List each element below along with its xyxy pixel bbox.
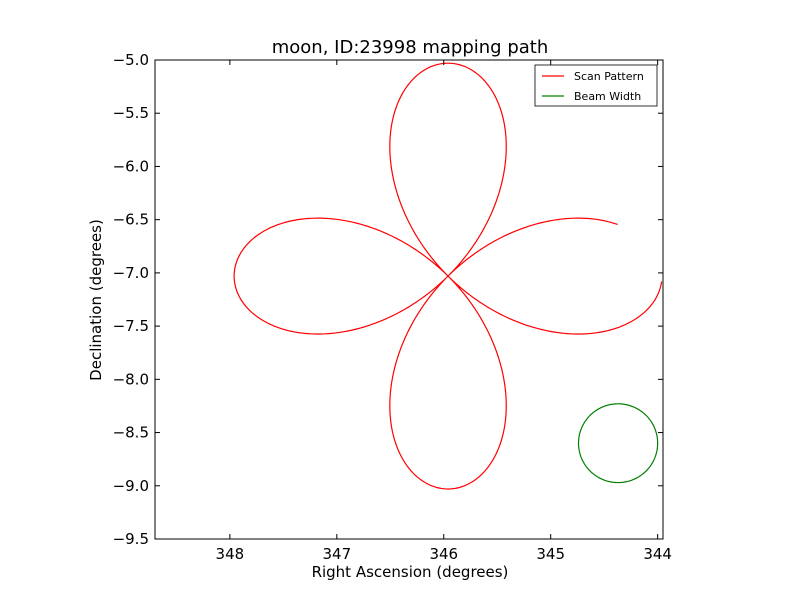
series-line-scan-pattern (233, 62, 663, 490)
y-tick-label: −6.5 (113, 211, 149, 229)
y-tick-label: −9.0 (113, 477, 149, 495)
legend-label-beam-width: Beam Width (574, 90, 641, 103)
chart-title: moon, ID:23998 mapping path (272, 37, 549, 58)
y-tick-label: −7.0 (113, 264, 149, 282)
y-tick-label: −5.5 (113, 104, 149, 122)
x-tick-label: 345 (536, 545, 565, 563)
legend-box (534, 64, 658, 107)
series-group (233, 62, 663, 490)
x-tick-label: 344 (643, 545, 672, 563)
y-tick-label: −7.5 (113, 317, 149, 335)
x-axis-label: Right Ascension (degrees) (312, 563, 509, 581)
legend-label-scan-pattern: Scan Pattern (574, 70, 644, 83)
x-tick-label: 347 (322, 545, 351, 563)
y-tick-label: −6.0 (113, 157, 149, 175)
plot-area: 348 347 346 345 344 −5.0 −5.5 −6.0 −6.5 −7.0 −7.5 −… (113, 51, 672, 563)
axes-frame (154, 59, 664, 540)
x-tick-label: 346 (429, 545, 458, 563)
y-axis-label: Declination (degrees) (87, 219, 105, 381)
series-line-beam-width (577, 403, 659, 484)
y-tick-label: −8.0 (113, 370, 149, 388)
y-tick-label: −8.5 (113, 424, 149, 442)
x-tick-label: 348 (216, 545, 245, 563)
y-tick-label: −9.5 (113, 530, 149, 548)
legend: Scan Pattern Beam Width (534, 64, 658, 107)
y-tick-label: −5.0 (113, 51, 149, 69)
